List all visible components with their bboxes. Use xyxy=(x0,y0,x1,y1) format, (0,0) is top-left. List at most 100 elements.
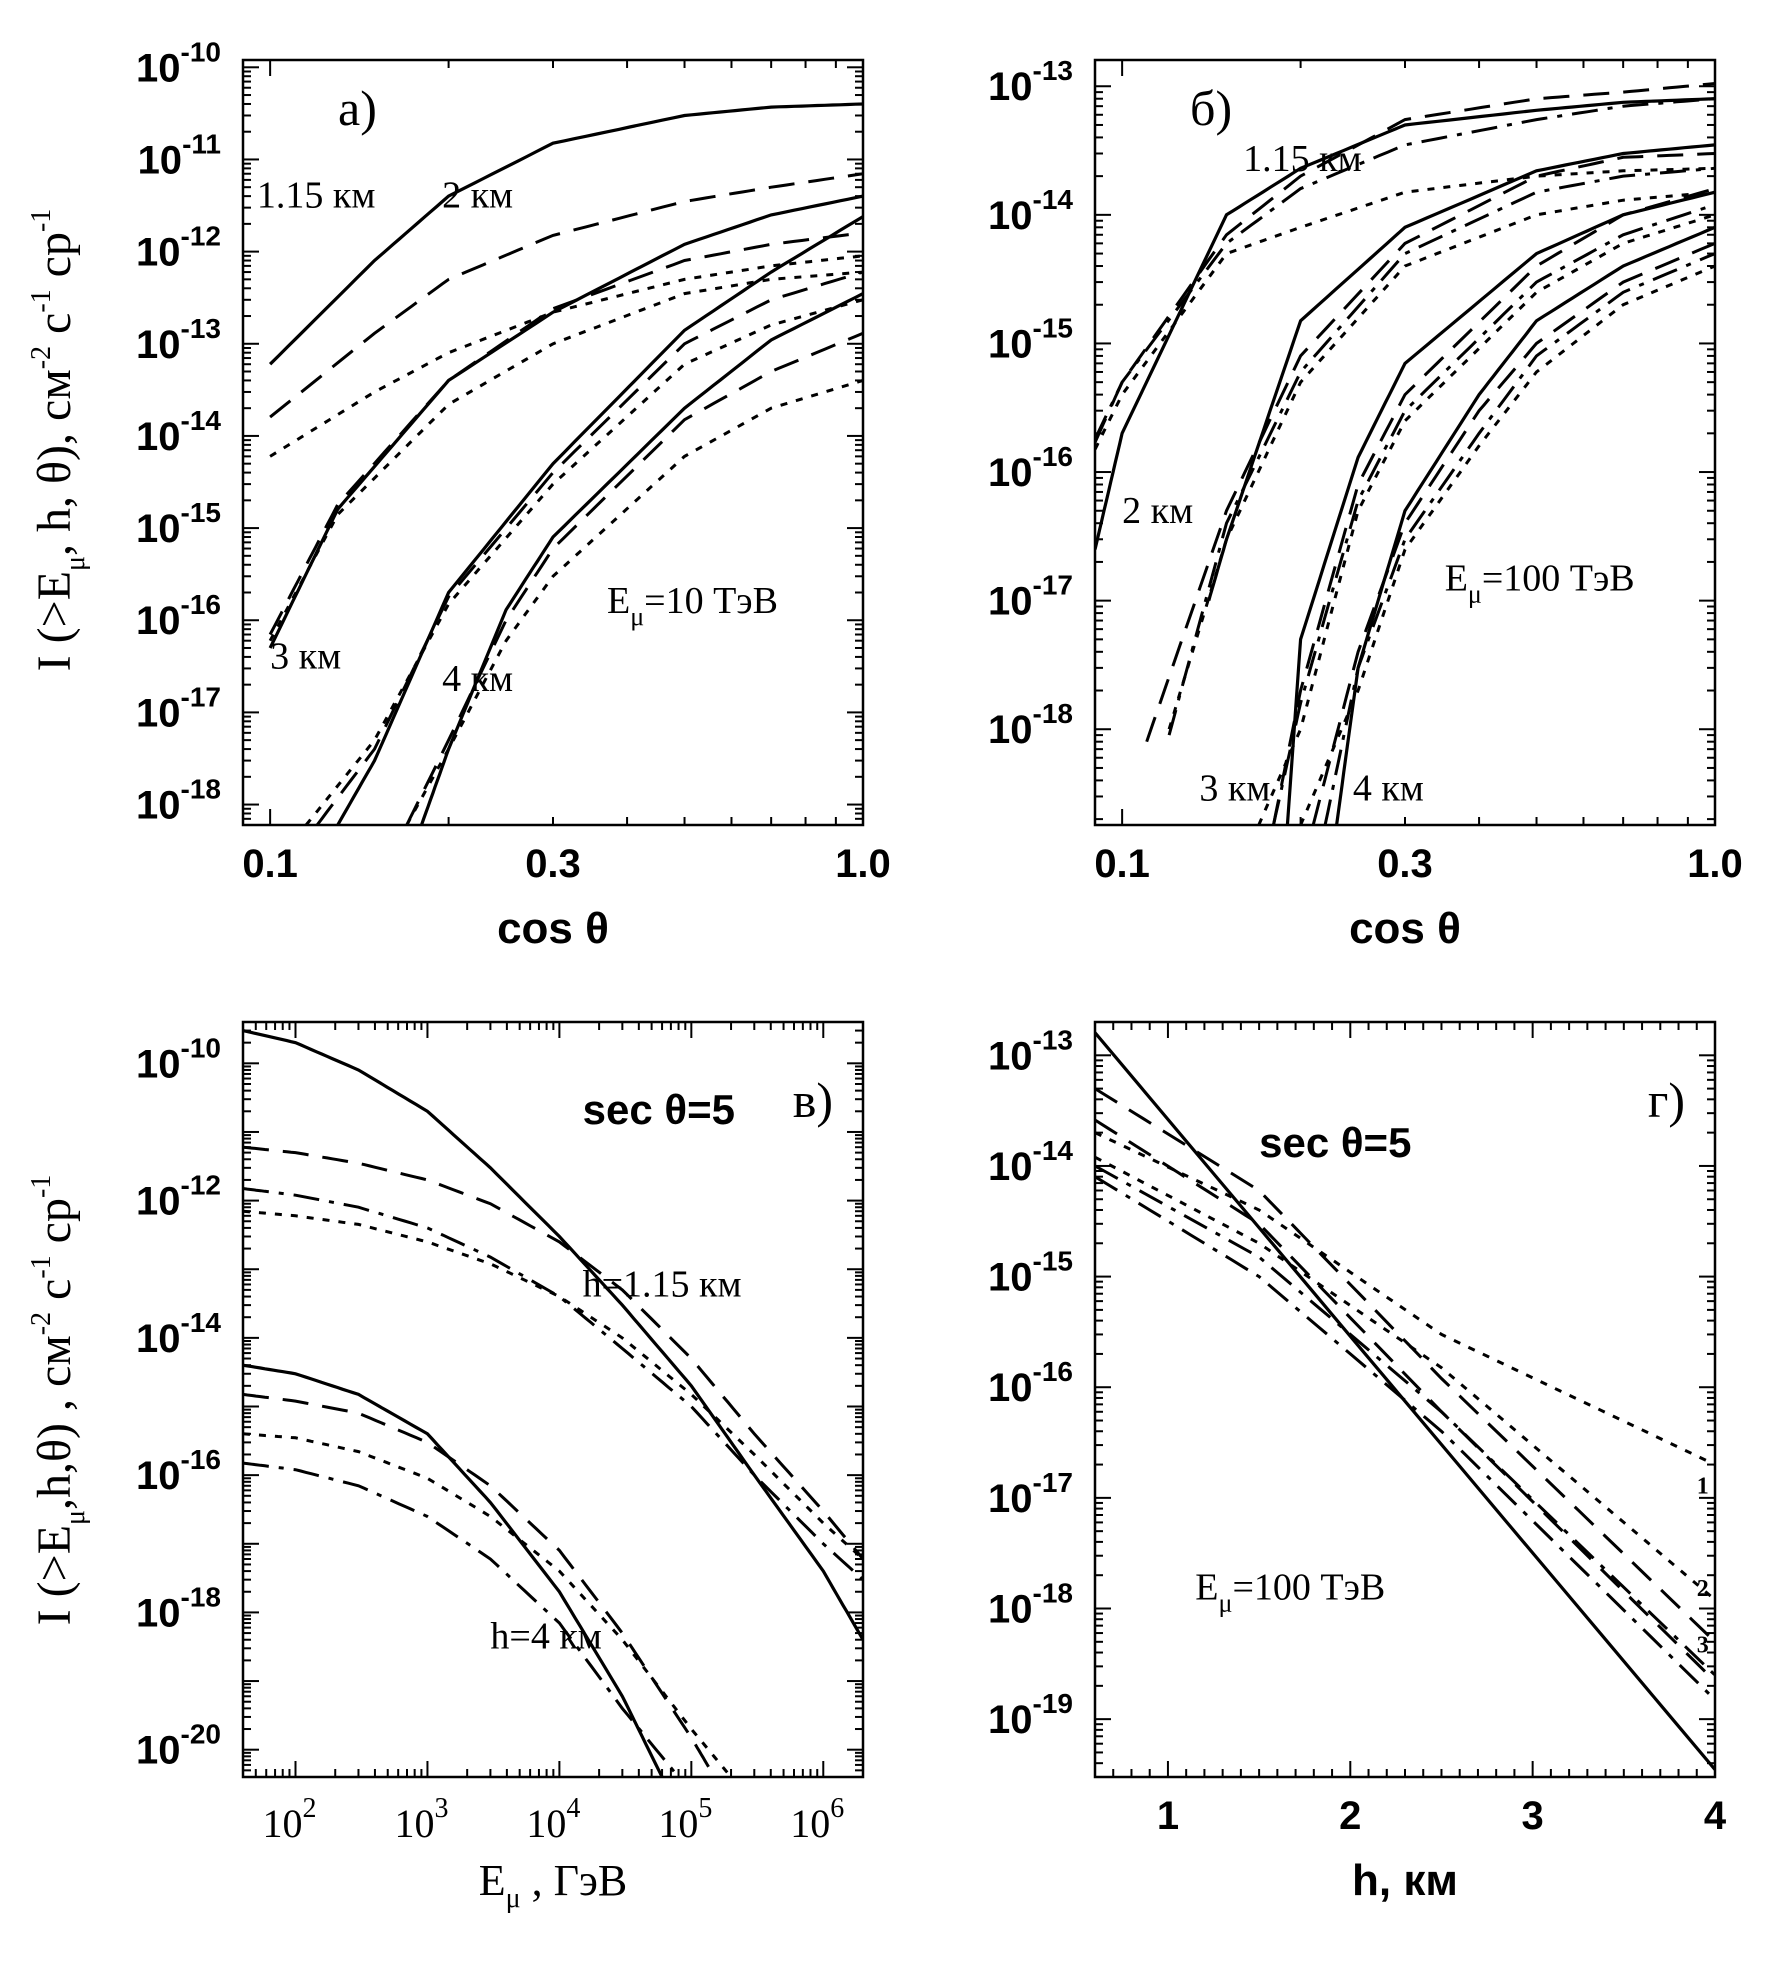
panel-label: в) xyxy=(793,1072,833,1128)
x-tick-labels: 0.1 0.3 1.0 xyxy=(1094,842,1742,886)
series-line-dashed-11 xyxy=(405,331,863,825)
series-line-dashdot-8 xyxy=(1167,166,1715,736)
y-tick-label: 10-14 xyxy=(988,1135,1073,1189)
panel-label: а) xyxy=(338,80,377,136)
x-tick-labels: 1 2 3 4 xyxy=(1157,1794,1727,1838)
x-tick-label: 104 xyxy=(526,1793,580,1846)
series-line-solid-7 xyxy=(336,215,863,825)
y-tick-labels: 10-10 10-12 10-14 10-16 10-18 10-20 xyxy=(136,1032,221,1772)
y-tick-label: 10-15 xyxy=(136,497,221,551)
annotation: h=4 км xyxy=(490,1615,601,1657)
y-tick-label: 10-14 xyxy=(136,1307,221,1361)
x-tick-label: 2 xyxy=(1339,1794,1361,1838)
annotation: 3 км xyxy=(1199,767,1270,809)
series-line-dashed-2 xyxy=(269,172,863,419)
x-tick-label: 0.3 xyxy=(1377,842,1433,886)
plot-frame xyxy=(241,58,865,827)
series-line-dashed-14 xyxy=(1311,242,1715,825)
x-tick-label: 3 xyxy=(1522,1794,1544,1838)
series-line-solid-1 xyxy=(1095,1031,1715,1771)
series-line-dashed-6 xyxy=(1145,152,1715,743)
annotations: Eμ=10 ТэВ 1.15 км 2 км 3 км 4 км xyxy=(257,175,778,701)
series-line-dotted-6 xyxy=(268,270,863,642)
series-line-dashed-3 xyxy=(1095,1118,1715,1683)
annotations: Eμ=100 ТэВ 1.15 км 2 км 3 км 4 км xyxy=(1122,138,1635,810)
x-tick-label: 102 xyxy=(263,1793,317,1846)
y-tick-label: 10-18 xyxy=(136,774,221,828)
annotation: Eμ=100 ТэВ xyxy=(1195,1567,1385,1618)
series-line-solid-1 xyxy=(243,1029,863,1641)
series-group xyxy=(243,1029,863,1777)
annotation: 3 км xyxy=(270,635,341,677)
y-tick-label: 10-10 xyxy=(136,1032,221,1086)
x-ticks xyxy=(242,1022,864,1777)
x-tick-labels: 0.1 0.3 1.0 xyxy=(242,842,890,886)
series-line-dashdot-12 xyxy=(1272,203,1715,825)
series-line-dashdot-8 xyxy=(243,1461,680,1777)
annotation: 1.15 км xyxy=(257,175,376,217)
x-tick-label: 106 xyxy=(790,1793,844,1846)
y-tick-label: 10-13 xyxy=(988,55,1073,109)
annotation: sec θ=5 xyxy=(583,1086,735,1133)
annotation: 2 км xyxy=(442,175,513,217)
y-tick-label: 10-18 xyxy=(988,698,1073,752)
y-tick-labels: 10-13 10-14 10-15 10-16 10-17 10-18 10-19 xyxy=(988,1024,1073,1742)
x-tick-label: 0.1 xyxy=(242,842,298,886)
y-tick-label: 10-12 xyxy=(136,221,221,275)
series-line-dotted-4 xyxy=(1095,1131,1715,1466)
annotation: 4 км xyxy=(442,658,513,700)
y-tick-label: 10-17 xyxy=(136,681,221,735)
annotation: h=1.15 км xyxy=(583,1264,742,1306)
y-tick-label: 10-20 xyxy=(136,1719,221,1773)
series-line-dashdot-4 xyxy=(243,1187,863,1581)
y-ticks xyxy=(1095,1021,1715,1778)
x-tick-label: 103 xyxy=(394,1793,448,1846)
y-tick-label: 10-15 xyxy=(988,312,1073,366)
series-line-dotted-3 xyxy=(243,1209,863,1561)
panel-g: 10-13 10-14 10-15 10-16 10-17 10-18 10-19 1 2 3 4 h… xyxy=(988,1020,1727,1905)
plot-frame xyxy=(1093,1020,1717,1779)
x-tick-label: 1.0 xyxy=(1687,842,1743,886)
y-tick-label: 10-16 xyxy=(988,1356,1073,1410)
x-tick-label: 1.0 xyxy=(835,842,891,886)
series-line-dashdot-4 xyxy=(1095,97,1715,440)
y-tick-labels: 10-13 10-14 10-15 10-16 10-17 10-18 xyxy=(988,55,1073,752)
panel-a: 10-10 10-11 10-12 10-13 10-14 10-15 10-16 10-17… xyxy=(26,36,891,953)
x-axis-label: cos θ xyxy=(1349,904,1461,953)
series-line-dashed-10 xyxy=(1272,187,1715,825)
series-line-dotted-3 xyxy=(1095,166,1715,451)
annotation: 4 км xyxy=(1353,767,1424,809)
series-line-dashed-2 xyxy=(1095,82,1715,444)
y-tick-label: 10-14 xyxy=(136,405,221,459)
annotation: 2 xyxy=(1697,1576,1709,1602)
x-tick-label: 4 xyxy=(1704,1794,1727,1838)
y-tick-label: 10-10 xyxy=(136,36,221,90)
x-axis-label: Eμ , ГэВ xyxy=(479,1856,628,1914)
series-group xyxy=(268,102,863,825)
series-group xyxy=(1095,82,1715,825)
y-tick-label: 10-17 xyxy=(988,1467,1073,1521)
y-tick-label: 10-18 xyxy=(136,1581,221,1635)
y-tick-label: 10-13 xyxy=(988,1024,1073,1078)
y-ticks xyxy=(243,66,863,826)
x-tick-label: 105 xyxy=(658,1793,712,1846)
annotation: Eμ=10 ТэВ xyxy=(607,580,778,631)
y-tick-label: 10-16 xyxy=(136,1444,221,1498)
annotation: sec θ=5 xyxy=(1259,1119,1411,1166)
annotations: sec θ=5 h=1.15 км h=4 км xyxy=(490,1086,741,1657)
series-line-dashed-2 xyxy=(243,1145,863,1560)
y-axis-label: I (>Eμ, h, θ), см-2 c-1 ср-1 xyxy=(26,209,91,672)
y-tick-label: 10-11 xyxy=(138,128,221,182)
panel-label: г) xyxy=(1648,1072,1685,1128)
x-tick-label: 0.1 xyxy=(1094,842,1150,886)
annotations: sec θ=5 Eμ=100 ТэВ 1 2 3 xyxy=(1195,1119,1708,1658)
x-tick-label: 1 xyxy=(1157,1794,1179,1838)
y-tick-label: 10-16 xyxy=(988,441,1073,495)
series-line-dashed-2 xyxy=(1095,1087,1715,1643)
plot-frame xyxy=(241,1020,865,1779)
x-tick-labels: 102 103 104 105 106 xyxy=(263,1793,845,1846)
annotation: 3 xyxy=(1697,1633,1709,1659)
